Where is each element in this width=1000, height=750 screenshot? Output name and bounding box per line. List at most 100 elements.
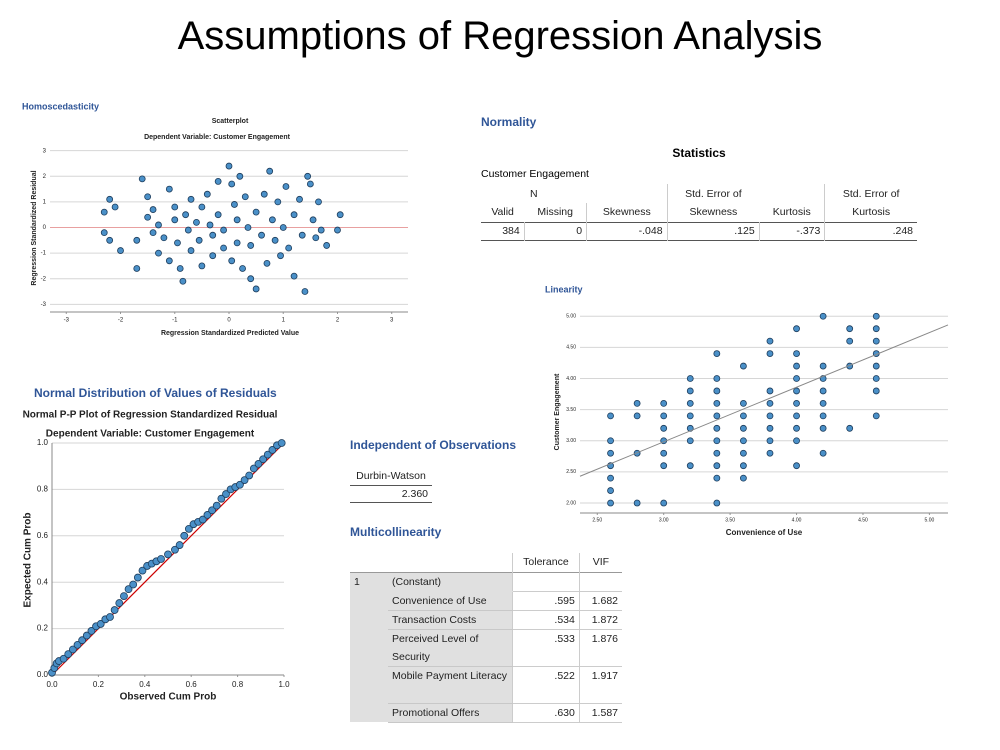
point: [607, 474, 614, 482]
point: [247, 242, 255, 249]
point: [120, 592, 128, 601]
point: [184, 524, 193, 533]
point: [259, 455, 268, 464]
point: [686, 400, 694, 407]
point: [607, 437, 614, 445]
point: [793, 437, 800, 445]
cell: .522: [512, 666, 580, 704]
point: [245, 471, 254, 480]
table-row: Transaction Costs .534 1.872: [350, 610, 622, 630]
point: [301, 288, 309, 295]
point: [819, 424, 827, 432]
group-header: N: [530, 187, 538, 200]
point: [819, 400, 827, 407]
point: [285, 244, 293, 252]
point: [138, 566, 147, 575]
point: [117, 247, 124, 254]
point: [793, 412, 800, 420]
point: [766, 449, 774, 457]
point: [819, 362, 827, 370]
cell: [350, 703, 388, 722]
cell: [578, 572, 622, 592]
point: [133, 236, 141, 244]
point: [846, 325, 854, 333]
point: [713, 449, 721, 457]
y-tick-label: 1: [43, 199, 47, 205]
x-tick-label: 0: [227, 318, 231, 324]
point: [793, 462, 800, 470]
point: [296, 195, 303, 203]
y-tick-label: 0: [43, 225, 47, 231]
point: [607, 449, 614, 457]
point: [220, 244, 227, 252]
point: [206, 221, 214, 229]
point: [633, 400, 641, 407]
point: [266, 167, 274, 175]
point: [633, 499, 641, 507]
point: [793, 387, 800, 395]
column-header: VIF: [578, 553, 622, 572]
point: [277, 439, 286, 447]
x-tick-label: 4.50: [858, 517, 868, 523]
point: [686, 387, 694, 395]
point: [164, 550, 172, 559]
point: [203, 190, 211, 198]
point: [660, 412, 668, 420]
point: [271, 236, 279, 244]
point: [846, 337, 854, 345]
point: [819, 449, 827, 457]
y-axis-label: Customer Engagement: [554, 373, 561, 450]
section-heading: Homoscedasticity: [22, 101, 99, 111]
point: [175, 541, 184, 549]
point: [203, 511, 212, 519]
point: [633, 412, 641, 420]
row-label: Transaction Costs: [388, 610, 513, 630]
x-tick-label: 0.8: [232, 680, 244, 689]
point: [155, 221, 162, 229]
point: [713, 437, 721, 445]
row-label: Mobile Payment Literacy: [388, 666, 513, 704]
y-tick-label: -2: [41, 276, 47, 282]
point: [713, 462, 721, 470]
point: [713, 375, 721, 382]
x-tick-label: 0.0: [46, 680, 58, 689]
point: [198, 262, 206, 270]
point: [171, 545, 179, 554]
point: [766, 437, 774, 445]
y-tick-label: 2.50: [566, 469, 576, 475]
point: [872, 375, 880, 382]
point: [793, 424, 800, 432]
cell: .125: [666, 222, 760, 240]
x-tick-label: 1: [282, 318, 286, 324]
point: [228, 180, 236, 188]
point: [233, 239, 241, 247]
point: [228, 257, 236, 265]
x-tick-label: 0.2: [93, 680, 105, 689]
point: [165, 185, 173, 193]
point: [279, 224, 287, 231]
point: [187, 195, 195, 203]
point: [268, 216, 276, 224]
point: [740, 474, 747, 482]
column-header: Skewness: [666, 203, 760, 222]
cell: 1.587: [578, 703, 622, 723]
y-tick-label: 3.00: [566, 438, 576, 444]
point: [268, 446, 277, 454]
point: [793, 400, 800, 407]
point: [660, 449, 668, 457]
point: [110, 606, 119, 614]
point: [106, 613, 114, 621]
point: [144, 213, 152, 221]
x-tick-label: 4.00: [792, 517, 802, 523]
point: [740, 400, 747, 407]
point: [312, 234, 320, 242]
point: [336, 211, 344, 219]
point: [334, 226, 341, 234]
cell: 1.682: [578, 591, 622, 611]
point: [306, 180, 314, 188]
point: [290, 272, 298, 280]
x-tick-label: 2.50: [592, 517, 602, 523]
point: [290, 211, 298, 219]
row-label: (Constant): [388, 572, 513, 592]
